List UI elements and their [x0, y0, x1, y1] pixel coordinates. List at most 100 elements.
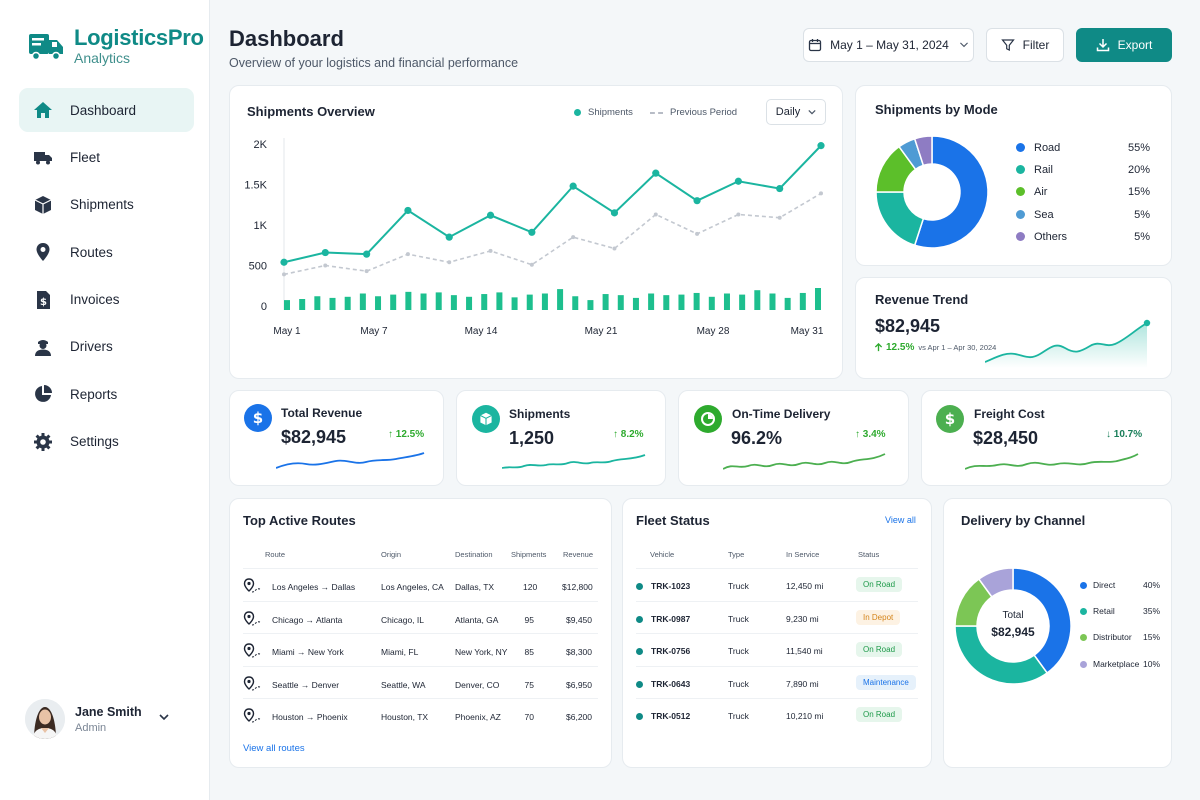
export-button[interactable]: Export	[1076, 28, 1172, 62]
volume-bar	[754, 290, 761, 310]
shipments-point	[693, 197, 701, 205]
vehicle-mileage: 11,540 mi	[786, 646, 823, 657]
table-cell: Los Angeles, CA	[381, 582, 444, 592]
page-subtitle: Overview of your logistics and financial…	[229, 56, 519, 70]
shipments-point	[734, 177, 742, 185]
row-divider	[636, 698, 918, 700]
sidebar-item-invoices[interactable]: $ Invoices	[19, 278, 194, 322]
user-role: Admin	[75, 721, 107, 734]
user-menu[interactable]: Jane Smith Admin	[25, 698, 185, 740]
y-tick-label: 1K	[254, 220, 268, 232]
volume-bar	[708, 296, 715, 310]
channel-legend-label: Marketplace	[1093, 658, 1140, 669]
sidebar-item-shipments[interactable]: Shipments	[19, 183, 194, 227]
status-dot	[636, 583, 643, 590]
table-cell: Atlanta, GA	[455, 614, 499, 625]
volume-bar	[329, 297, 336, 310]
clock-pie-icon	[694, 405, 722, 433]
gear-icon	[34, 432, 52, 451]
sidebar-item-fleet[interactable]: Fleet	[19, 135, 194, 179]
vehicle-mileage: 7,890 mi	[786, 678, 819, 689]
date-range-picker[interactable]: May 1 – May 31, 2024	[803, 28, 974, 62]
brand-name: LogisticsPro	[74, 25, 204, 50]
legend-dot	[1016, 231, 1025, 241]
view-all-routes-link[interactable]: View all routes	[243, 743, 305, 754]
channel-legend-value: 35%	[1142, 606, 1160, 617]
kpi-card-total-revenue	[229, 390, 444, 486]
status-badge: On Road	[856, 707, 903, 723]
kpi-label: Shipments	[509, 407, 571, 421]
table-header: Vehicle	[650, 550, 675, 559]
driver-icon	[35, 339, 51, 356]
arrow-up-icon	[874, 343, 883, 352]
shipments-point	[486, 211, 495, 219]
kpi-change-value: 8.2%	[620, 429, 644, 440]
volume-bar	[663, 295, 670, 310]
table-cell: Seattle, WA	[381, 679, 426, 690]
legend-dot	[1016, 165, 1025, 175]
previous-point	[612, 246, 617, 251]
sidebar-item-dashboard[interactable]: Dashboard	[19, 88, 194, 132]
previous-point	[488, 248, 493, 253]
row-divider	[636, 633, 918, 635]
mode-legend-label: Others	[1034, 230, 1068, 243]
fleet-view-all-link[interactable]: View all	[885, 515, 916, 525]
table-header: Shipments	[511, 550, 547, 559]
mode-legend-label: Sea	[1034, 208, 1054, 221]
row-divider	[243, 698, 598, 700]
table-header: Route	[265, 550, 286, 559]
sidebar-item-reports[interactable]: Reports	[19, 372, 194, 416]
sidebar-item-settings[interactable]: Settings	[19, 420, 194, 464]
sidebar-item-drivers[interactable]: Drivers	[19, 325, 194, 369]
channel-legend-label: Direct	[1093, 580, 1116, 590]
kpi-label: On-Time Delivery	[732, 407, 831, 421]
status-dot	[636, 713, 643, 721]
x-tick-label: May 14	[465, 326, 498, 337]
brand[interactable]: LogisticsPro Analytics	[28, 26, 204, 66]
sidebar-item-label: Fleet	[70, 149, 101, 165]
row-divider	[636, 600, 918, 602]
legend-current-label: Shipments	[588, 107, 633, 118]
kpi-change-value: 10.7%	[1113, 429, 1143, 440]
revenue-trend-value: $82,945	[875, 316, 941, 336]
channel-legend-label: Retail	[1093, 606, 1115, 617]
kpi-label: Total Revenue	[281, 406, 363, 420]
box-icon	[34, 195, 52, 214]
brand-subtitle: Analytics	[74, 50, 131, 66]
volume-bar	[314, 296, 321, 310]
fleet-status-card	[622, 498, 932, 768]
table-cell: Chicago → Atlanta	[272, 614, 343, 625]
route-icon	[243, 643, 261, 658]
filter-icon	[1000, 39, 1015, 51]
period-select[interactable]: Daily	[766, 99, 826, 125]
invoice-icon: $	[37, 290, 50, 309]
svg-text:$: $	[40, 297, 47, 308]
channel-slice	[977, 567, 1014, 598]
kpi-value: 96.2%	[731, 428, 783, 448]
table-cell: Houston, TX	[381, 712, 429, 723]
chevron-down-icon[interactable]	[157, 710, 171, 724]
pie-chart-icon	[35, 385, 52, 403]
vehicle-id: TRK-0756	[651, 646, 691, 657]
legend-dot	[1016, 143, 1025, 152]
kpi-card-freight-cost	[921, 390, 1172, 486]
volume-bar	[344, 296, 351, 310]
volume-bar	[284, 300, 290, 310]
legend-current: Shipments	[574, 107, 633, 118]
kpi-change-value: 12.5%	[395, 429, 425, 440]
mode-legend-label: Air	[1034, 186, 1048, 199]
filter-button[interactable]: Filter	[986, 28, 1064, 62]
legend-dot	[1080, 660, 1087, 668]
download-icon	[1096, 39, 1109, 52]
status-badge: On Road	[856, 577, 903, 592]
home-icon	[34, 102, 52, 118]
channel-slice	[954, 625, 1049, 685]
shipments-line-chart: 0 500 1K 1.5K 2K May 1 May 7 May 14 May 21 May 28…	[244, 138, 825, 337]
volume-bar	[466, 296, 473, 310]
kpi-sparkline	[723, 453, 886, 470]
dollar-icon: $	[936, 405, 964, 433]
filter-label: Filter	[1022, 38, 1050, 52]
status-dot	[636, 615, 643, 623]
vehicle-mileage: 12,450 mi	[786, 581, 824, 591]
sidebar-item-routes[interactable]: Routes	[19, 230, 194, 274]
